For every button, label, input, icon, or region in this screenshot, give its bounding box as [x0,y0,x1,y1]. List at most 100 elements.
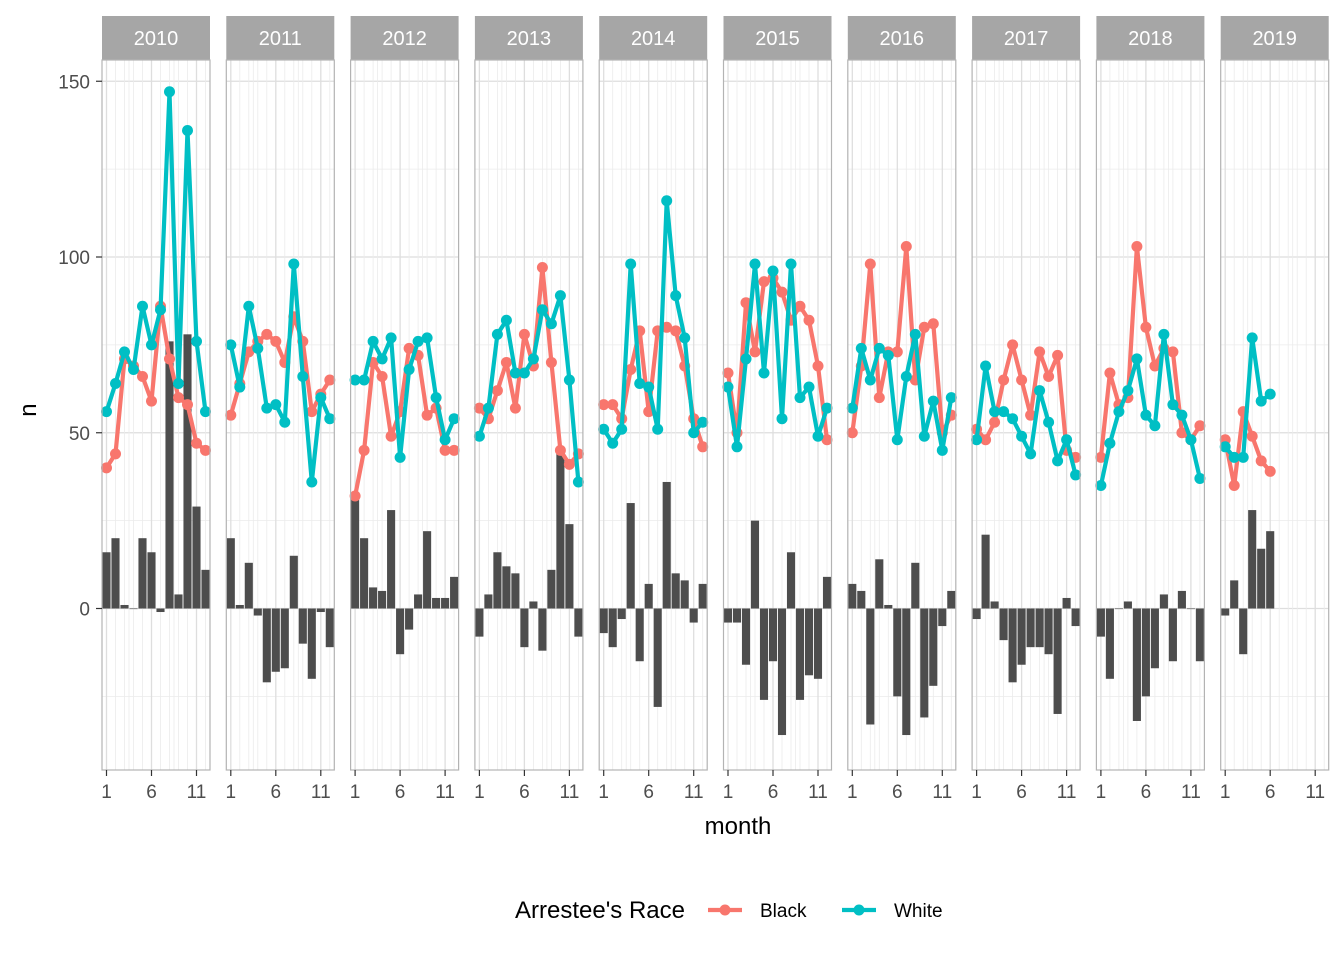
legend-label: Black [760,901,807,922]
point-white [688,427,700,439]
bar [484,594,493,609]
strip-label: 2017 [1004,28,1049,50]
bar [1035,608,1044,648]
point-black [376,371,388,383]
bar [1053,608,1062,714]
bar [972,608,981,620]
x-tick-label: 1 [1220,782,1231,803]
bar [1257,548,1266,609]
strip-label: 2018 [1128,28,1173,50]
point-black [998,374,1010,386]
bar [1177,590,1186,609]
bar [1195,608,1204,662]
bar [759,608,769,700]
point-white [855,342,867,354]
bar [538,608,547,651]
point-black [473,402,485,414]
y-tick-label: 150 [58,72,90,93]
x-tick-label: 11 [560,782,580,803]
bar [1141,608,1150,697]
bar [441,597,450,609]
point-black [518,328,530,340]
point-white [722,381,734,393]
x-tick-label: 11 [684,782,704,803]
bar [644,583,653,609]
strip-2015 [723,16,832,60]
point-black [1095,451,1107,463]
bar [884,604,893,609]
point-white [367,335,379,347]
bar [1026,608,1035,648]
point-black [821,434,833,446]
point-white [412,335,424,347]
point-white [1237,451,1249,463]
point-white [945,392,957,404]
point-white [1007,413,1019,425]
point-black [349,490,361,502]
bar [1096,608,1105,637]
bar [990,601,999,609]
point-black [1007,339,1019,351]
bar [680,580,689,609]
bar [848,583,857,609]
point-white [749,258,761,270]
bar [893,608,902,697]
strip-2017 [972,16,1081,60]
series-line-white [601,198,705,446]
point-black [146,395,157,407]
bar [768,608,778,662]
bar [271,608,280,672]
strip-2014 [599,16,708,60]
point-black [697,441,709,453]
bar [822,576,832,609]
strip-label: 2013 [507,28,552,50]
point-white [776,413,788,425]
point-white [297,371,309,383]
x-tick-label: 11 [1305,782,1325,803]
bar [1239,608,1248,655]
point-black [1246,430,1258,442]
strip-label: 2014 [631,28,676,50]
point-black [1140,321,1152,333]
point-black [306,406,318,418]
panel-border [847,59,957,771]
x-tick-label: 11 [932,782,952,803]
series-line-black [353,346,457,499]
point-black [1025,409,1037,421]
bar [360,538,369,609]
point-white [1185,434,1197,446]
point-white [527,353,539,365]
point-white [430,392,442,404]
point-white [971,434,983,446]
bar [1230,580,1239,609]
series-line-white [353,335,457,460]
point-black [191,437,202,449]
point-white [421,332,433,344]
panel-2010: 2010 1 6 11 [101,16,211,803]
series-line-black [104,304,208,470]
point-white [164,86,175,98]
series-line-black [850,244,954,435]
bar [520,608,529,648]
bar [981,534,990,609]
legend-title: Arrestee's Race [515,897,685,924]
point-white [1228,451,1240,463]
point-black [670,325,682,337]
point-black [803,314,815,326]
point-white [785,258,797,270]
bar [1008,608,1017,683]
point-white [155,304,166,316]
point-white [661,195,673,207]
x-tick-label: 1 [723,782,734,803]
bar [502,566,511,609]
point-white [1043,416,1055,428]
panel-border [971,59,1081,771]
point-black [900,240,912,252]
point-white [306,476,318,488]
strip-label: 2015 [755,28,800,50]
point-black [324,374,336,386]
point-white [500,314,512,326]
bar [378,590,387,609]
point-white [491,328,503,340]
